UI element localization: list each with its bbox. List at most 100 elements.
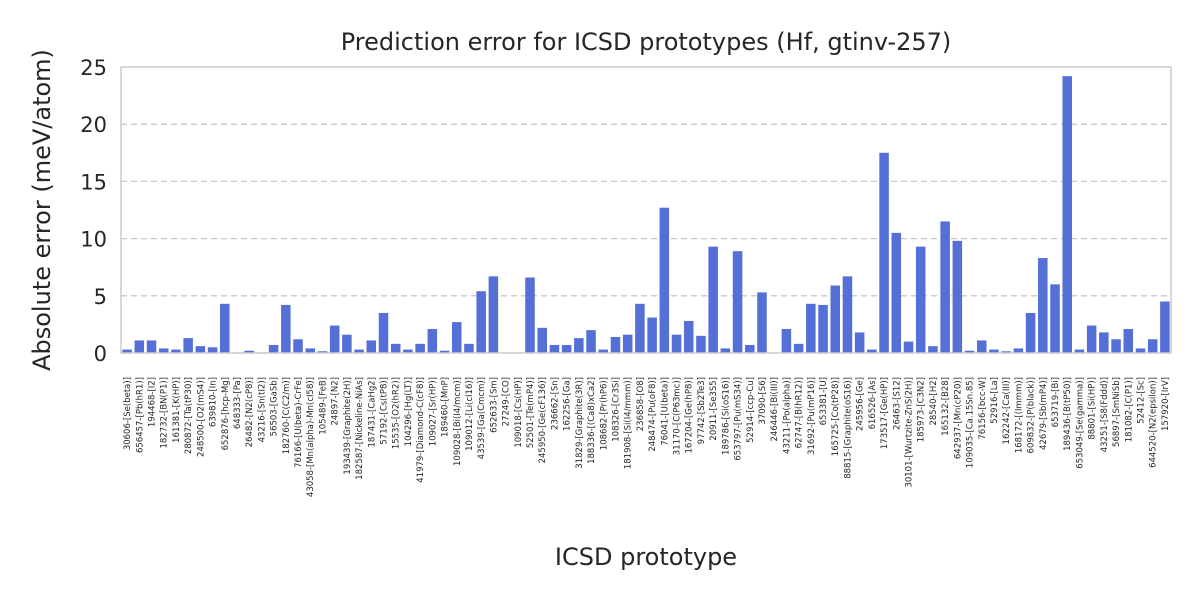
x-tick-label: 104296-[Hg(LT)] — [404, 377, 414, 446]
x-tick-label: 644520-[N2(epsilon)] — [1149, 377, 1159, 468]
bar — [1025, 312, 1036, 353]
bar — [854, 332, 865, 353]
bar — [574, 338, 584, 353]
bar — [793, 343, 804, 353]
x-tick-label: 193439-[Graphite(2H)] — [343, 377, 353, 475]
x-tick-label: 189786-[Si(oS16)] — [721, 377, 731, 455]
bar — [549, 344, 560, 353]
bar — [122, 349, 132, 353]
bar — [305, 348, 316, 353]
grid-lines — [121, 123, 1171, 297]
bar — [940, 221, 950, 353]
x-tick-label: 653719-[Bi] — [1051, 377, 1061, 427]
x-tick-label: 182760-[C(C2/m)] — [282, 377, 292, 454]
x-tick-label: 43539-[Ga(Cmcm)] — [477, 377, 487, 459]
y-tick-label: 15 — [80, 170, 107, 194]
bar — [915, 246, 926, 353]
x-tick-label: 109012-[Li(cI16)] — [465, 377, 475, 451]
x-tick-label: 56503-[GaSb] — [270, 377, 280, 436]
x-tick-label: 616526-[As] — [868, 377, 878, 429]
x-tick-label: 245950-[Ge(cF136)] — [538, 377, 548, 463]
x-tick-label: 24897-[N2] — [331, 377, 341, 426]
y-axis-label: Absolute error (meV/atom) — [28, 49, 56, 371]
bar — [281, 304, 291, 353]
y-tick-label: 5 — [94, 285, 107, 309]
x-tick-label: 52412-[Sc] — [1136, 377, 1146, 424]
x-tick-label: 656457-[Pb(hR1)] — [135, 377, 145, 453]
bar — [1160, 301, 1170, 353]
bar — [220, 303, 230, 353]
bar — [171, 349, 181, 353]
bar — [146, 340, 157, 353]
x-tick-label: 653381-[U] — [819, 377, 829, 425]
x-tick-label: 182732-[BN(P1)] — [160, 377, 170, 449]
bar — [1001, 351, 1011, 353]
x-tick-label: 157920-[IrV] — [1161, 377, 1171, 431]
x-tick-label: 52501-[Te(mP4)] — [526, 377, 536, 448]
bar — [879, 152, 889, 353]
bar — [403, 349, 413, 353]
bar — [586, 330, 596, 353]
bar — [1111, 339, 1121, 353]
bar — [745, 344, 755, 353]
bar — [671, 334, 682, 353]
x-tick-label: 189436-[B(tP50)] — [1063, 377, 1073, 451]
bar — [1050, 284, 1060, 353]
x-tick-label: 31692-[Pu(mP16)] — [807, 377, 817, 455]
bar — [1123, 328, 1134, 353]
x-tick-label: 43058-[Mn(alpha)-Mn(cI58)] — [306, 377, 316, 497]
x-tick-label: 109035-[Ca.15Sn.85] — [966, 377, 976, 468]
x-tick-label: 26482-[N2(cP8)] — [245, 377, 255, 447]
bar — [415, 343, 425, 353]
x-tick-label: 639810-[In] — [209, 377, 219, 427]
x-tick-label: 108682-[Pr(hP6)] — [599, 377, 609, 450]
bar — [635, 303, 645, 353]
bars — [122, 76, 1170, 353]
x-tick-label: 88815-[Graphite(oS16)] — [843, 377, 853, 479]
x-tick-label: 188336-[(Ca8)xCa2] — [587, 377, 597, 464]
bar — [1062, 76, 1072, 353]
x-tick-label: 20911-[Se3S5] — [709, 377, 719, 441]
bar — [842, 276, 853, 353]
bar — [390, 343, 401, 353]
bar — [158, 348, 169, 353]
x-tick-label: 43211-[Po(alpha)] — [782, 377, 792, 454]
bar — [781, 328, 792, 353]
bar — [268, 344, 279, 353]
bar — [1099, 332, 1109, 353]
x-tick-label: 52914-[ccp-Cu] — [746, 377, 756, 443]
x-tick-label: 57192-[Cs(tP8)] — [380, 377, 390, 445]
x-tick-label: 236858-[O8] — [636, 377, 646, 431]
bar — [464, 343, 474, 353]
x-tick-label: 652876-[hcp-Mg] — [221, 377, 231, 450]
x-tick-label: 181082-[C(P1)] — [1124, 377, 1134, 442]
x-tick-label: 182587-[Nickeline-NiAs] — [355, 377, 365, 480]
x-tick-label: 168172-[(Immm)] — [1014, 377, 1024, 453]
x-tick-label: 167204-[Ge(hP8)] — [685, 377, 695, 454]
bar — [1147, 339, 1158, 353]
x-tick-label: 162242-[Ca(III)] — [1002, 377, 1012, 444]
x-tick-label: 88801-[Si(HP)] — [1088, 377, 1098, 440]
x-tick-label: 248500-[O2(mS4)] — [196, 377, 206, 457]
x-tick-label: 52916-[La] — [990, 377, 1000, 424]
bar — [476, 291, 486, 353]
bar — [244, 350, 254, 353]
bar — [354, 349, 364, 353]
y-tick-label: 20 — [80, 113, 107, 137]
bar — [610, 336, 621, 353]
bar — [696, 335, 706, 353]
bar — [891, 232, 902, 353]
x-tick-label: 41979-[Diamond-C(cF8)] — [416, 377, 426, 483]
x-tick-label: 162256-[Ga] — [563, 377, 573, 431]
bar — [903, 341, 914, 353]
x-tick-label: 189460-[MnP] — [441, 377, 451, 437]
x-tick-label: 43251-[S8(Fddd)] — [1100, 377, 1110, 452]
bar — [720, 348, 731, 353]
x-tick-label: 42679-[Sb(mP4)] — [1039, 377, 1049, 450]
bar — [952, 240, 963, 353]
x-tick-label: 642937-[Mn(cP20)] — [953, 377, 963, 459]
x-tick-label: 652633-[Sm] — [489, 377, 499, 433]
bar — [134, 340, 145, 353]
bar — [989, 349, 999, 353]
x-tick-label: 109028-[Bi(I4/mcm)] — [453, 377, 463, 466]
